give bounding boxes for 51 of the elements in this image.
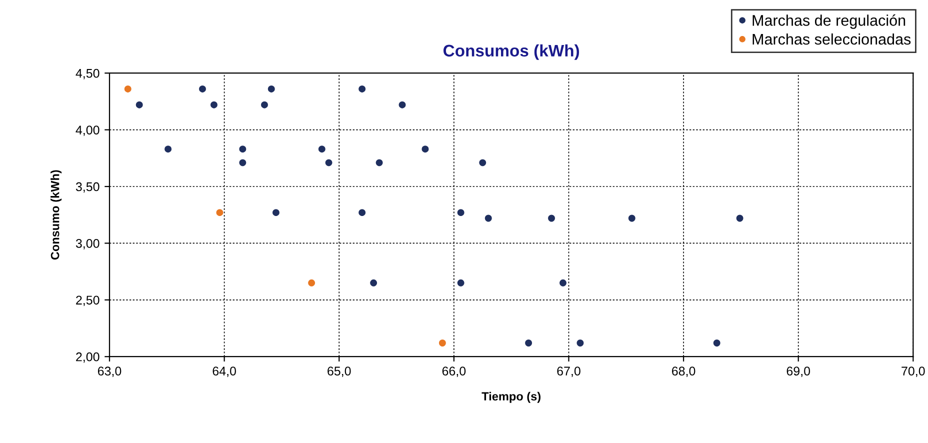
point <box>268 86 275 92</box>
point <box>370 279 378 286</box>
x-axis-title: Tiempo (s) <box>482 392 540 403</box>
point <box>398 101 406 108</box>
x-tick-label: 66,0 <box>442 366 466 377</box>
y-tick-label: 3,50 <box>76 182 100 193</box>
point <box>210 101 218 108</box>
point <box>318 146 326 153</box>
y-tick-label: 4,00 <box>76 126 100 136</box>
x-tick-label: 67,0 <box>557 366 580 377</box>
point <box>124 86 132 92</box>
point <box>560 279 566 286</box>
point <box>358 209 366 216</box>
point <box>628 214 636 222</box>
y-tick-label: 2,50 <box>76 296 100 306</box>
point <box>457 209 464 216</box>
point <box>136 101 143 108</box>
chart-title: Consumos (kWh) <box>444 44 580 60</box>
legend-label: Marchas de regulación <box>752 14 906 29</box>
y-tick-label: 2,00 <box>76 352 100 363</box>
x-tick-label: 65,0 <box>328 366 351 377</box>
point <box>261 101 268 108</box>
point <box>422 146 429 153</box>
x-tick-label: 64,0 <box>212 366 236 377</box>
point <box>199 86 206 92</box>
point <box>438 340 446 346</box>
point <box>216 209 224 216</box>
point <box>308 279 316 286</box>
point <box>164 146 172 153</box>
y-tick-label: 4,50 <box>76 68 100 80</box>
point <box>576 340 584 346</box>
y-tick-label: 3,00 <box>76 239 100 250</box>
point <box>548 214 555 222</box>
point <box>272 209 280 216</box>
point <box>525 340 532 346</box>
x-tick-label: 63,0 <box>98 366 122 377</box>
point <box>479 159 486 166</box>
point <box>358 86 366 92</box>
point <box>713 340 720 346</box>
point <box>325 159 332 166</box>
legend-label: Marchas seleccionadas <box>752 33 911 45</box>
point <box>376 159 383 166</box>
x-tick-label: 69,0 <box>786 366 810 377</box>
point <box>484 214 492 222</box>
point <box>239 159 246 166</box>
point <box>239 146 246 153</box>
point <box>736 214 744 222</box>
y-axis-title: Consumo (kWh) <box>50 170 62 260</box>
x-tick-label: 70,0 <box>902 366 925 377</box>
point <box>457 279 464 286</box>
x-tick-label: 68,0 <box>672 366 696 377</box>
